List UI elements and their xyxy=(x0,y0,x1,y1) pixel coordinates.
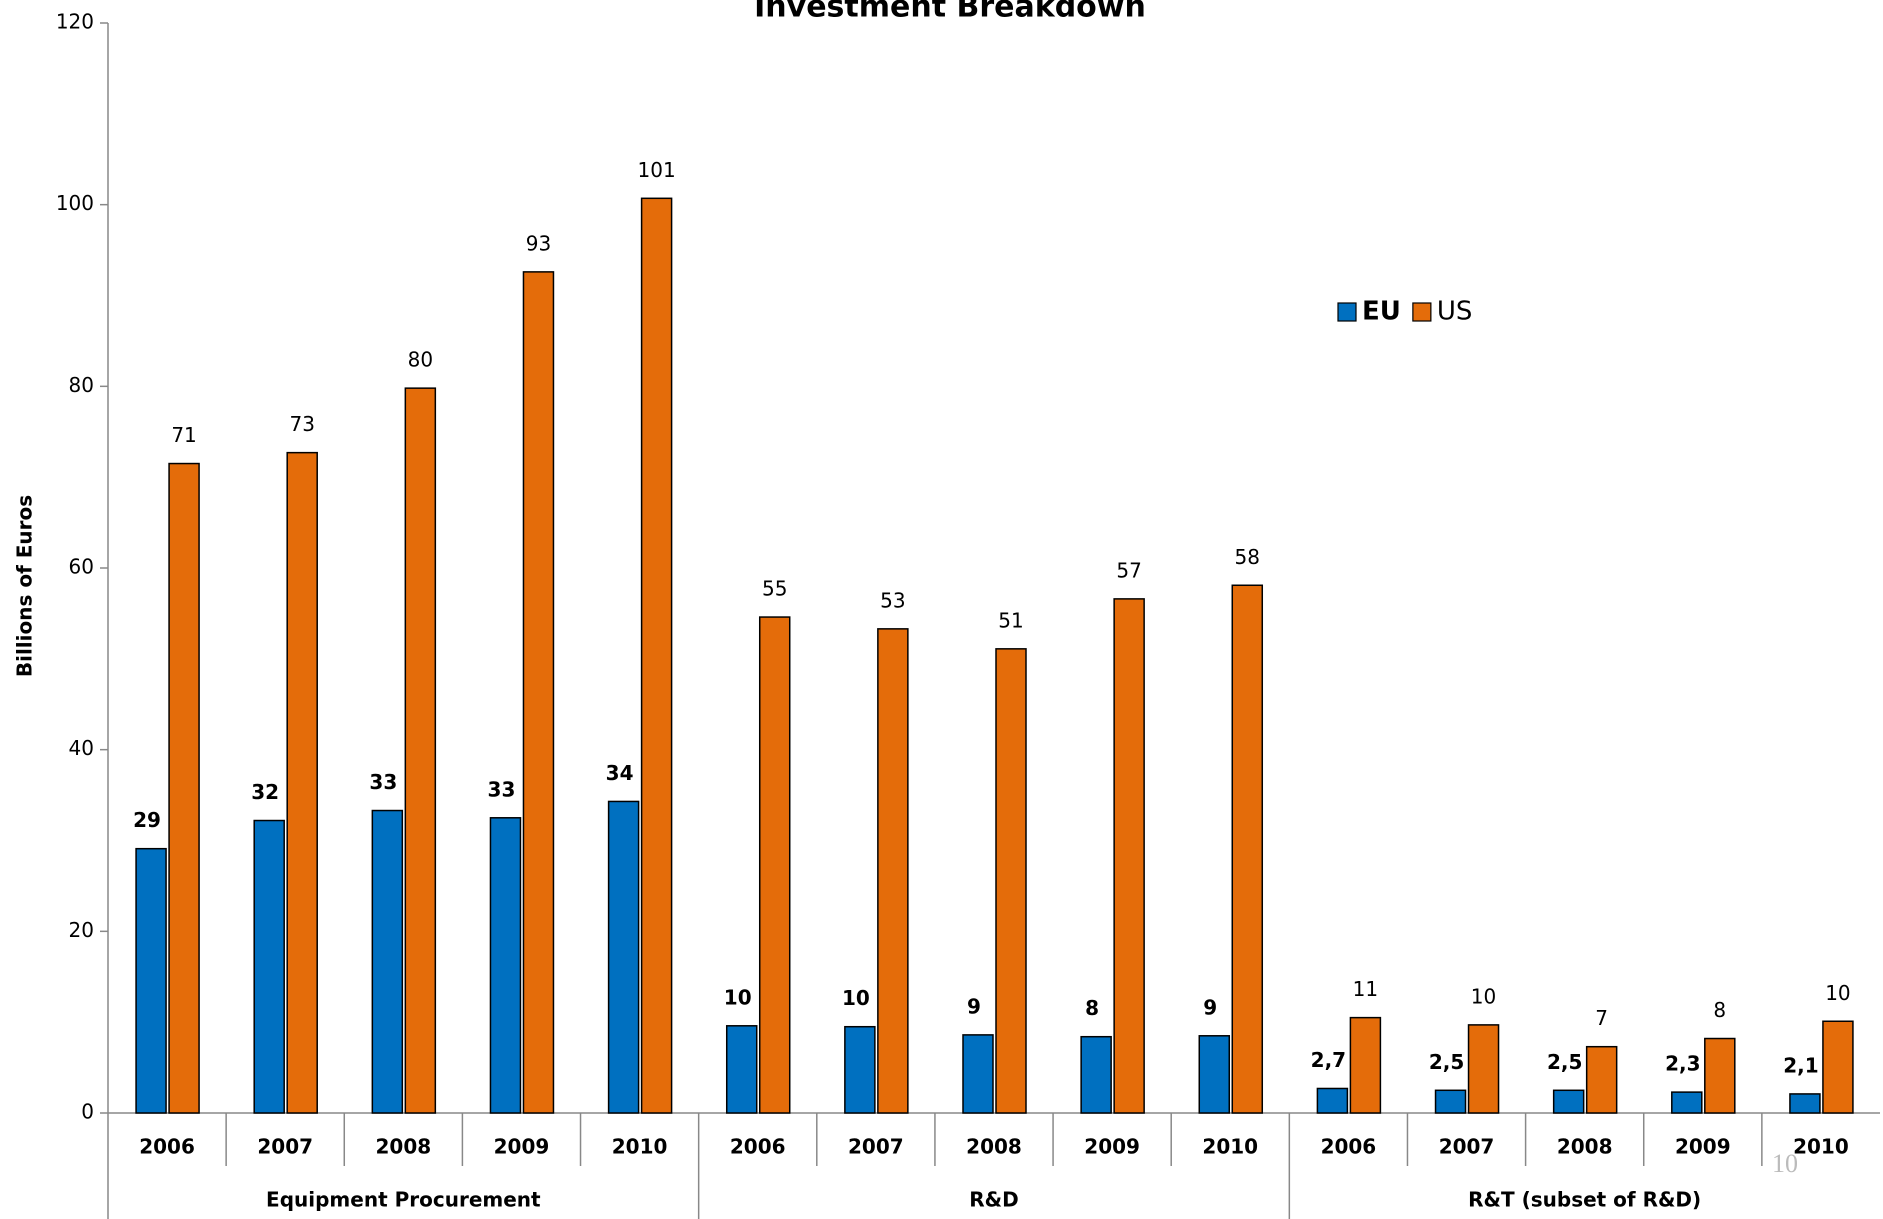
y-tick-label: 0 xyxy=(81,1100,94,1124)
y-tick-label: 20 xyxy=(69,918,94,942)
bar xyxy=(1552,1089,1585,1114)
y-axis-label: Billions of Euros xyxy=(13,495,37,677)
data-label: 2,5 xyxy=(1547,1050,1582,1074)
bar xyxy=(758,616,791,1114)
page-number: 10 xyxy=(1772,1149,1798,1178)
bar xyxy=(1789,1093,1821,1114)
y-tick-label: 100 xyxy=(56,191,94,215)
bar xyxy=(1349,1016,1382,1114)
data-label: 7 xyxy=(1595,1006,1608,1030)
legend-swatch xyxy=(1337,302,1357,322)
y-tick-label: 40 xyxy=(69,736,94,760)
data-label: 8 xyxy=(1713,998,1726,1022)
data-label: 10 xyxy=(842,986,870,1010)
group-label: Equipment Procurement xyxy=(266,1188,541,1212)
chart-title: Investment Breakdown xyxy=(754,0,1146,25)
data-label: 34 xyxy=(606,761,634,785)
bar xyxy=(1113,598,1145,1114)
bar xyxy=(607,800,640,1114)
bar xyxy=(404,387,437,1114)
bar xyxy=(286,451,318,1114)
bar xyxy=(371,809,404,1114)
data-label: 10 xyxy=(1825,981,1850,1005)
data-label: 9 xyxy=(1203,995,1217,1019)
bar xyxy=(1198,1035,1231,1114)
x-tick-label: 2008 xyxy=(375,1135,431,1159)
data-label: 2,3 xyxy=(1665,1052,1700,1076)
x-tick-label: 2006 xyxy=(730,1135,786,1159)
bar xyxy=(1671,1091,1703,1114)
bar xyxy=(522,271,555,1114)
bar xyxy=(489,817,522,1114)
bar xyxy=(995,648,1027,1114)
x-tick-label: 2008 xyxy=(966,1135,1022,1159)
data-label: 55 xyxy=(762,577,787,601)
x-tick-label: 2008 xyxy=(1557,1135,1613,1159)
x-tick-label: 2010 xyxy=(1793,1135,1849,1159)
data-label: 10 xyxy=(724,985,752,1009)
data-label: 33 xyxy=(369,770,397,794)
bar xyxy=(1231,584,1264,1114)
x-tick-label: 2009 xyxy=(1675,1135,1731,1159)
bar xyxy=(962,1034,994,1114)
data-label: 8 xyxy=(1085,996,1099,1020)
bar xyxy=(135,847,167,1114)
data-label: 32 xyxy=(251,780,279,804)
x-tick-label: 2006 xyxy=(1321,1135,1377,1159)
bar xyxy=(844,1025,876,1114)
data-label: 11 xyxy=(1353,977,1378,1001)
data-label: 29 xyxy=(133,808,161,832)
data-label: 2,5 xyxy=(1429,1050,1464,1074)
x-tick-label: 2007 xyxy=(848,1135,904,1159)
bar xyxy=(1467,1024,1500,1114)
x-tick-label: 2009 xyxy=(1084,1135,1140,1159)
data-label: 93 xyxy=(526,231,551,255)
y-tick-label: 80 xyxy=(69,373,94,397)
group-label: R&D xyxy=(969,1188,1018,1212)
bar xyxy=(877,628,909,1114)
data-label: 2,1 xyxy=(1783,1053,1818,1077)
bar xyxy=(1585,1045,1618,1114)
data-label: 10 xyxy=(1471,984,1496,1008)
y-tick-label: 120 xyxy=(56,10,94,34)
bar xyxy=(640,197,673,1114)
legend-label: EU xyxy=(1362,297,1401,327)
bar xyxy=(1316,1087,1349,1114)
data-label: 57 xyxy=(1116,558,1141,582)
bar xyxy=(1080,1035,1112,1114)
legend-label: US xyxy=(1437,297,1473,327)
data-label: 33 xyxy=(488,777,516,801)
data-label: 2,7 xyxy=(1311,1048,1346,1072)
x-tick-label: 2006 xyxy=(139,1135,195,1159)
legend-swatch xyxy=(1412,302,1432,322)
data-label: 80 xyxy=(408,348,433,372)
data-label: 73 xyxy=(289,412,314,436)
y-tick-label: 60 xyxy=(69,555,94,579)
data-label: 53 xyxy=(880,588,905,612)
bar xyxy=(168,462,200,1114)
data-label: 101 xyxy=(638,158,676,182)
data-label: 9 xyxy=(967,994,981,1018)
x-tick-label: 2010 xyxy=(1202,1135,1258,1159)
bar xyxy=(253,819,285,1114)
bar xyxy=(725,1025,758,1114)
data-label: 51 xyxy=(998,608,1023,632)
group-label: R&T (subset of R&D) xyxy=(1468,1188,1701,1212)
bar xyxy=(1434,1089,1467,1114)
x-tick-label: 2007 xyxy=(257,1135,313,1159)
bar xyxy=(1822,1020,1854,1114)
data-label: 71 xyxy=(171,423,196,447)
bar xyxy=(1704,1037,1736,1114)
x-tick-label: 2010 xyxy=(612,1135,668,1159)
x-tick-label: 2009 xyxy=(494,1135,550,1159)
x-tick-label: 2007 xyxy=(1439,1135,1495,1159)
data-label: 58 xyxy=(1235,545,1260,569)
